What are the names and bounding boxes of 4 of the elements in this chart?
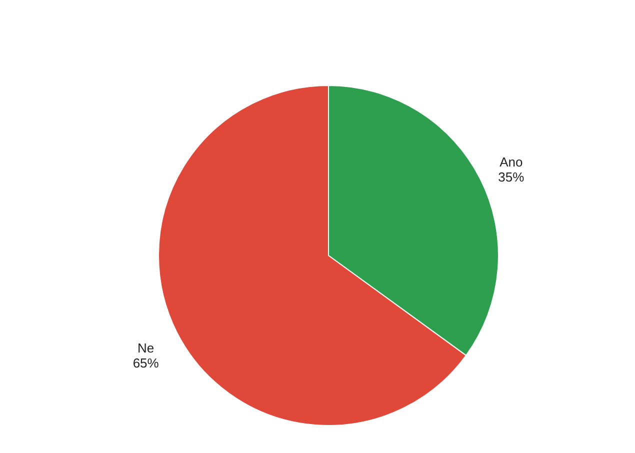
data-label: 65%: [132, 356, 160, 371]
slice-label: Ne: [138, 340, 154, 356]
data-label: 35%: [498, 169, 525, 184]
slice-label: Ano: [500, 154, 523, 170]
